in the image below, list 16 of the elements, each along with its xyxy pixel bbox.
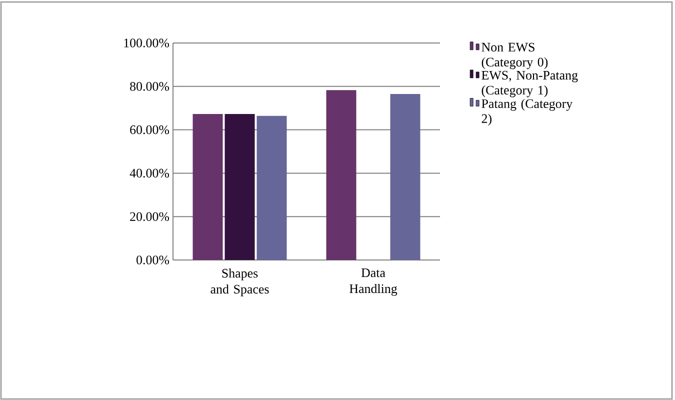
bar: [224, 114, 255, 260]
bar: [326, 90, 356, 260]
x-tick-label: Data Handling: [350, 268, 398, 296]
x-tick-label: Shapes and Spaces: [210, 268, 269, 296]
y-tick-label: 60.00%: [130, 125, 170, 134]
y-tick-label: 100.00%: [124, 38, 170, 48]
bar: [256, 116, 287, 260]
legend-label: Patang (Category 2): [482, 98, 573, 126]
y-tick-label: 20.00%: [130, 212, 170, 221]
y-tick-label: 40.00%: [130, 168, 170, 178]
bar: [192, 114, 223, 260]
legend-label: EWS, Non-Patang (Category 1): [482, 70, 578, 98]
legend-label: Non EWS (Category 0): [482, 42, 548, 70]
bar: [390, 94, 420, 260]
y-tick-label: 0.00%: [136, 256, 170, 264]
y-tick-label: 80.00%: [130, 82, 170, 91]
